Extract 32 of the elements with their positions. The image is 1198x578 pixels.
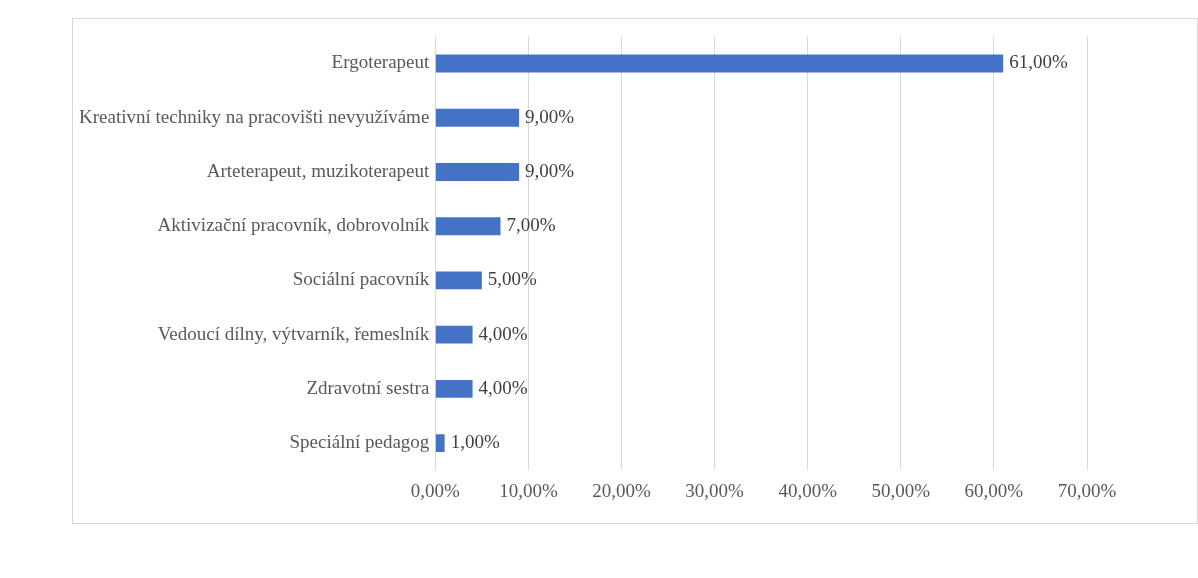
x-tick-label: 30,00% bbox=[685, 479, 745, 501]
bar bbox=[435, 54, 1004, 73]
data-label: 4,00% bbox=[478, 376, 528, 398]
x-tick-label: 10,00% bbox=[499, 479, 558, 501]
data-label: 1,00% bbox=[450, 431, 500, 453]
y-tick-label: Ergoterapeut bbox=[331, 51, 431, 73]
y-tick-label: Zdravotní sestra bbox=[306, 376, 430, 398]
bar bbox=[435, 271, 482, 290]
bar bbox=[435, 163, 520, 181]
bar bbox=[435, 325, 473, 344]
data-label: 7,00% bbox=[506, 214, 556, 236]
bar bbox=[435, 217, 501, 236]
data-label: 4,00% bbox=[478, 322, 528, 344]
y-tick-label: Kreativní techniky na pracovišti nevyužíváme bbox=[78, 105, 430, 127]
data-label: 61,00% bbox=[1009, 51, 1068, 73]
data-label: 5,00% bbox=[487, 268, 538, 290]
y-tick-label: Speciální pedagog bbox=[289, 431, 430, 453]
bar bbox=[435, 379, 473, 398]
x-tick-label: 60,00% bbox=[964, 479, 1024, 501]
data-label: 9,00% bbox=[525, 105, 575, 127]
y-tick-label: Arteterapeut, muzikoterapeut bbox=[206, 159, 431, 181]
y-tick-label: Sociální pacovník bbox=[292, 268, 430, 290]
bar bbox=[435, 434, 445, 453]
data-label: 9,00% bbox=[525, 159, 575, 181]
x-tick-label: 40,00% bbox=[778, 479, 838, 501]
x-tick-label: 70,00% bbox=[1057, 479, 1117, 501]
x-tick-label: 20,00% bbox=[592, 479, 651, 501]
x-tick-label: 50,00% bbox=[871, 479, 931, 501]
bar bbox=[435, 108, 520, 127]
y-tick-label: Aktivizační pracovník, dobrovolník bbox=[157, 214, 430, 236]
y-tick-label: Vedoucí dílny, výtvarník, řemeslník bbox=[157, 322, 430, 344]
x-tick-label: 0,00% bbox=[410, 479, 461, 501]
